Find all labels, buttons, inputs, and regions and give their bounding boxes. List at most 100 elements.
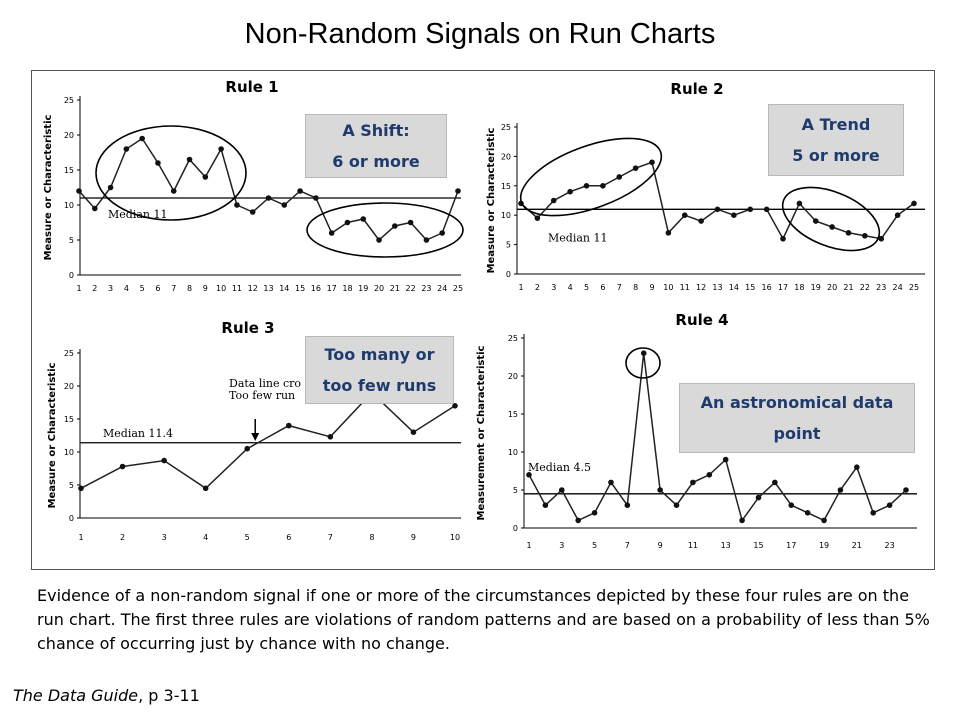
rule4-point [854, 464, 860, 470]
rule4-x-tick-label: 3 [559, 541, 564, 550]
rule1-shift-high-ellipse [95, 125, 247, 221]
rule1-x-tick-label: 12 [248, 284, 258, 293]
rule4-point [657, 487, 663, 493]
rule1-x-tick-label: 14 [279, 284, 289, 293]
rule1-y-tick-label: 25 [64, 96, 74, 105]
rule4-point [526, 472, 532, 478]
rule3-x-tick-label: 6 [286, 533, 291, 542]
rule3-y-label: Measure or Characteristic [47, 363, 58, 509]
rule2-trend-down-ellipse [781, 186, 881, 252]
callout-shift-line2: 6 or more [332, 152, 420, 171]
rule2-point [731, 212, 737, 218]
charts-frame [31, 70, 935, 570]
rule4-point [673, 502, 680, 508]
rule2-point [616, 174, 623, 180]
rule2-point [829, 224, 835, 230]
rule1-point [328, 230, 335, 236]
rule2-point [567, 188, 573, 195]
rule1-x-tick-label: 13 [263, 284, 273, 293]
rule2-point [600, 183, 606, 189]
rule3-point [119, 463, 126, 470]
rule4-point [575, 517, 581, 524]
rule3-y-tick-label: 5 [69, 481, 74, 490]
source-page: , p 3-11 [138, 686, 200, 705]
rule1-x-tick-label: 1 [76, 284, 81, 293]
rule4-point [542, 502, 549, 508]
rule2-point [681, 212, 688, 218]
rule4-point [772, 479, 778, 486]
rule4-x-tick-label: 9 [658, 541, 663, 550]
rule4-point [903, 487, 909, 493]
rule4-y-tick-label: 5 [513, 486, 518, 495]
rule1-point [297, 188, 303, 194]
rule4-x-tick-label: 19 [819, 541, 829, 550]
rule2-x-tick-label: 23 [876, 283, 886, 292]
rule4-y-tick-label: 25 [508, 334, 518, 343]
rule1-point [139, 135, 145, 142]
callout-astronomical-line2: point [773, 424, 821, 443]
rule1-point [249, 209, 256, 215]
rule3-point [452, 403, 458, 409]
rule2-x-tick-label: 25 [909, 283, 919, 292]
callout-trend-line1: A Trend [801, 115, 871, 134]
rule3-x-tick-label: 10 [450, 533, 460, 542]
rule1-x-tick-label: 11 [232, 284, 242, 293]
rule3-y-tick-label: 0 [69, 514, 74, 523]
rule2-point [583, 183, 590, 189]
rule2-x-tick-label: 18 [794, 283, 804, 292]
rule2-point [534, 215, 541, 221]
rule1-y-tick-label: 15 [64, 166, 74, 175]
source-title: The Data Guide [13, 686, 139, 705]
rule1-x-tick-label: 24 [437, 284, 447, 293]
rule2-x-tick-label: 15 [745, 283, 755, 292]
description-text: Evidence of a non-random signal if one o… [37, 586, 930, 653]
rule2-point [780, 235, 786, 242]
page-title: Non-Random Signals on Run Charts [244, 18, 716, 50]
rule4-point [558, 487, 565, 493]
rule1-point [344, 219, 351, 226]
rule2-y-tick-label: 15 [501, 182, 511, 191]
rule1-point [423, 237, 430, 243]
rule2-x-tick-label: 14 [729, 283, 739, 292]
rule1-point [107, 184, 114, 191]
rule4-x-tick-label: 15 [753, 541, 763, 550]
rule3-point [327, 434, 334, 440]
rule4-point [706, 472, 713, 478]
rule4-point [624, 502, 631, 508]
rule4-y-tick-label: 0 [513, 524, 518, 533]
rule2-x-tick-label: 22 [860, 283, 870, 292]
rule2-x-tick-label: 16 [762, 283, 772, 292]
rule2-point [665, 230, 672, 236]
rule2-x-tick-label: 12 [696, 283, 706, 292]
rule3-x-tick-label: 1 [78, 533, 83, 542]
rule1-x-tick-label: 20 [374, 284, 384, 293]
rule2-y-tick-label: 10 [501, 211, 511, 220]
rule1-panel: Rule 1 0 5 10 15 20 25 Measure or Characteristi… [33, 72, 470, 302]
rule1-point [313, 195, 319, 201]
rule3-y-tick-label: 20 [64, 382, 74, 391]
rule1-x-tick-label: 4 [124, 284, 129, 293]
rule4-x-tick-label: 21 [852, 541, 862, 550]
rule2-y-tick-label: 5 [506, 241, 511, 250]
rule4-point [837, 487, 844, 493]
rule1-y-tick-label: 10 [64, 201, 74, 210]
rule2-x-tick-label: 13 [712, 283, 722, 292]
rule4-point [886, 502, 893, 508]
rule4-point [804, 510, 811, 516]
rule3-point [285, 422, 292, 429]
source-citation: The Data Guide, p 3-11 [13, 686, 200, 705]
rule2-point [698, 218, 704, 224]
rule1-point [91, 205, 98, 212]
rule2-x-tick-label: 21 [843, 283, 853, 292]
rule1-point [455, 188, 461, 194]
callout-runs-line1: Too many or [324, 345, 435, 364]
rule1-point [76, 188, 82, 194]
rule2-x-tick-label: 9 [649, 283, 654, 292]
rule4-x-tick-label: 13 [721, 541, 731, 550]
rule2-point [845, 230, 852, 236]
rule1-x-tick-label: 7 [171, 284, 176, 293]
rule1-point [392, 223, 398, 229]
